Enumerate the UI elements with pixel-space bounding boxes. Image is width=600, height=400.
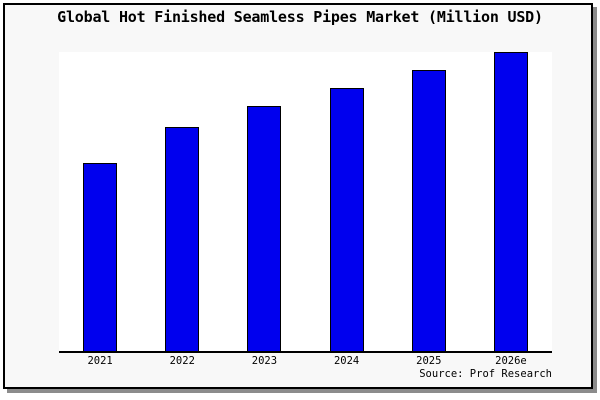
x-tick-label-2021: 2021 xyxy=(87,355,113,367)
bar-2024 xyxy=(329,88,364,351)
bar-slot-2025 xyxy=(388,52,470,351)
x-tick-label-2024: 2024 xyxy=(333,355,360,367)
bar-slot-2024 xyxy=(306,52,388,351)
bar-2025 xyxy=(411,70,446,351)
bar-slot-2022 xyxy=(141,52,223,351)
bar-2023 xyxy=(247,106,282,351)
x-tick-label-2022: 2022 xyxy=(169,355,195,367)
x-axis-labels: 2021 2022 2023 2024 2025 2026e xyxy=(59,355,552,367)
plot-area xyxy=(59,52,552,353)
x-tick-label-2026e: 2026e xyxy=(495,355,527,367)
bar-slot-2023 xyxy=(223,52,305,351)
x-tick-label-2025: 2025 xyxy=(416,355,442,367)
bar-2022 xyxy=(165,127,200,351)
x-tick-label-2023: 2023 xyxy=(251,355,278,367)
source-credit: Source: Prof Research xyxy=(419,368,552,380)
bar-slot-2026e xyxy=(470,52,552,351)
bar-2026e xyxy=(493,52,528,351)
bar-2021 xyxy=(83,163,118,351)
bar-slot-2021 xyxy=(59,52,141,351)
chart-title: Global Hot Finished Seamless Pipes Marke… xyxy=(57,8,543,26)
